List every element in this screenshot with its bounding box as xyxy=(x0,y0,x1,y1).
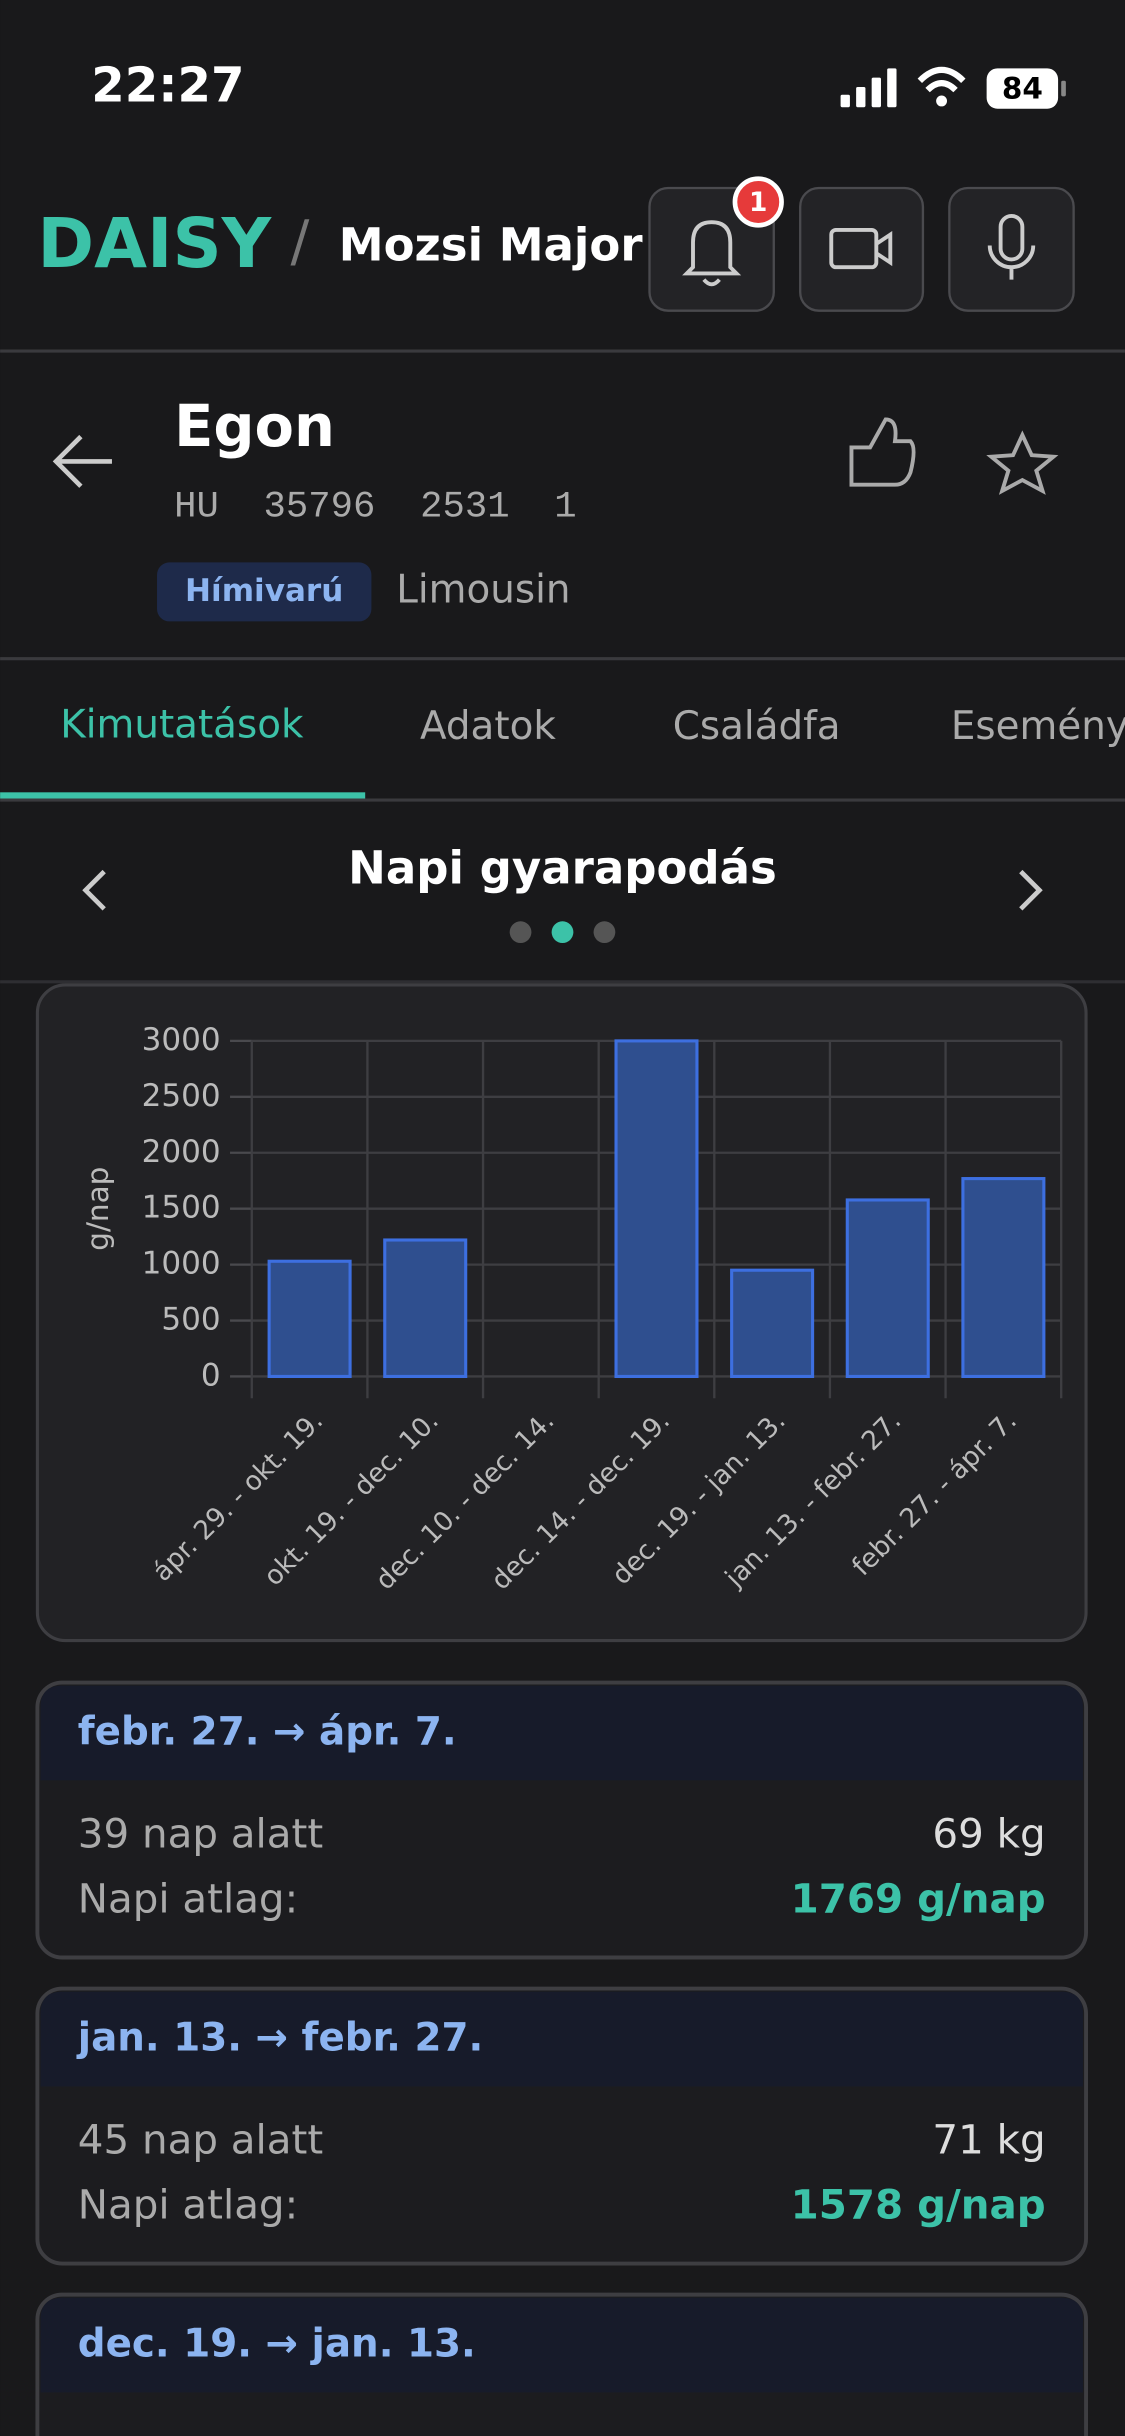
mic-button[interactable] xyxy=(948,186,1075,312)
tab[interactable]: Kimutatások xyxy=(60,703,304,748)
mic-icon xyxy=(987,214,1036,280)
card-avg: 1578 g/nap xyxy=(791,2182,1046,2229)
favorite-button[interactable] xyxy=(986,430,1059,495)
chart-title: Napi gyarapodás xyxy=(348,842,777,895)
breed: Limousin xyxy=(396,567,570,612)
animal-name: Egon xyxy=(174,393,335,460)
y-tick-label: 2500 xyxy=(142,1078,221,1114)
farm-name[interactable]: Mozsi Major xyxy=(339,219,644,272)
card-days: 39 nap alatt xyxy=(78,1810,323,1857)
card-gain: 69 kg xyxy=(932,1810,1045,1857)
back-button[interactable] xyxy=(52,434,112,488)
card-gain: 71 kg xyxy=(932,2116,1045,2163)
battery-level: 84 xyxy=(1002,72,1043,106)
prev-button[interactable] xyxy=(82,869,106,911)
page-dot[interactable] xyxy=(593,921,616,944)
card[interactable]: jan. 13. → febr. 27. 45 nap alatt 71 kg … xyxy=(35,1986,1088,2266)
y-tick-label: 1500 xyxy=(142,1190,221,1226)
wifi-icon xyxy=(917,66,966,93)
card[interactable]: febr. 27. → ápr. 7. 39 nap alatt 69 kg N… xyxy=(35,1680,1088,1960)
bar xyxy=(730,1268,815,1379)
battery xyxy=(986,68,1059,109)
card-avg-label: Napi atlag: xyxy=(78,1876,298,1923)
tab[interactable]: Családfa xyxy=(673,704,841,749)
next-button[interactable] xyxy=(1019,869,1043,911)
tab-indicator xyxy=(0,792,366,799)
wifi-dot xyxy=(936,95,948,107)
y-tick-label: 0 xyxy=(201,1357,221,1393)
tab[interactable]: Adatok xyxy=(420,704,556,749)
bar xyxy=(267,1259,352,1379)
tab[interactable]: Esemény xyxy=(951,704,1125,749)
animal-id: HU 35796 2531 1 xyxy=(174,486,577,528)
y-tick-label: 2000 xyxy=(142,1134,221,1170)
signal-icon xyxy=(840,68,897,108)
bar xyxy=(961,1177,1046,1379)
y-tick-label: 3000 xyxy=(142,1022,221,1058)
bar xyxy=(845,1198,930,1379)
card-avg-label: Napi atlag: xyxy=(78,2182,298,2229)
page-dot[interactable] xyxy=(551,921,574,944)
card-period: jan. 13. → febr. 27. xyxy=(76,2015,483,2060)
badge-count: 1 xyxy=(749,187,767,218)
sex-chip xyxy=(157,562,372,622)
separator: / xyxy=(291,210,310,275)
like-button[interactable] xyxy=(849,417,916,487)
bell-icon xyxy=(682,220,742,287)
card-period: febr. 27. → ápr. 7. xyxy=(78,1709,457,1754)
card-period: dec. 19. → jan. 13. xyxy=(78,2321,476,2366)
page-dot[interactable] xyxy=(509,921,532,944)
y-axis-label: g/nap xyxy=(81,1167,115,1251)
card-avg: 1769 g/nap xyxy=(791,1876,1046,1923)
chart-panel xyxy=(35,983,1088,1643)
bar xyxy=(383,1238,468,1379)
bar xyxy=(614,1039,699,1379)
card-days: 45 nap alatt xyxy=(78,2116,323,2163)
y-tick-label: 500 xyxy=(161,1302,220,1338)
video-icon xyxy=(829,227,893,270)
y-tick-label: 1000 xyxy=(142,1246,221,1282)
sex: Hímivarú xyxy=(185,573,343,609)
time: 22:27 xyxy=(91,58,244,114)
brand[interactable]: DAISY xyxy=(37,205,272,284)
badge xyxy=(732,176,784,228)
battery-tip xyxy=(1061,80,1066,97)
card[interactable]: dec. 19. → jan. 13. xyxy=(35,2292,1088,2436)
video-button[interactable] xyxy=(799,186,925,312)
